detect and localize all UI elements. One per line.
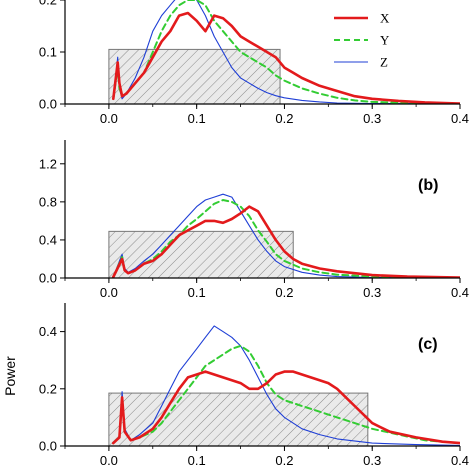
x-tick-label: 0.4 [451, 111, 469, 126]
hatched-band [108, 48, 281, 105]
x-tick-label: 0.1 [188, 285, 206, 300]
series-layer [112, 193, 460, 278]
chart-panel-c: 0.0 0.1 0.2 0.3 0.4 0.0 0.2 0.4 (c) Power [2, 303, 469, 468]
series-line-x [112, 370, 460, 445]
series-line-y [112, 0, 460, 104]
series-line-x [112, 11, 460, 104]
x-tick-label: 0.2 [275, 453, 293, 468]
y-tick-label: 0.4 [39, 232, 57, 247]
axes: 0.0 0.1 0.2 0.3 0.4 0.0 0.1 0.2 [39, 0, 469, 126]
y-tick-label: 0.8 [39, 194, 57, 209]
panel-label: (b) [418, 177, 438, 194]
hatched-band-rect [108, 48, 281, 105]
axes: 0.0 0.1 0.2 0.3 0.4 0.0 0.2 0.4 [39, 303, 469, 468]
panel-label: (c) [418, 336, 438, 353]
y-tick-label: 0.4 [39, 324, 57, 339]
x-tick-label: 0.4 [451, 285, 469, 300]
legend-label-z: Z [380, 55, 388, 70]
chart-panel-a: 0.0 0.1 0.2 0.3 0.4 0.0 0.1 0.2 XYZ [39, 0, 469, 126]
y-tick-label: 0.2 [39, 381, 57, 396]
hatched-band [108, 230, 294, 279]
x-tick-label: 0.3 [363, 285, 381, 300]
hatched-band-rect [108, 230, 294, 279]
axes: 0.0 0.1 0.2 0.3 0.4 0.0 0.4 0.8 1.2 [39, 140, 469, 300]
y-tick-label: 0.0 [39, 271, 57, 286]
y-axis-label: Power [2, 356, 18, 396]
x-tick-label: 0.3 [363, 111, 381, 126]
x-tick-label: 0.3 [363, 453, 381, 468]
series-line-z [112, 325, 460, 446]
series-layer [112, 325, 460, 446]
series-line-x [112, 205, 460, 278]
hatched-band [108, 392, 369, 447]
x-tick-label: 0.1 [188, 453, 206, 468]
y-tick-label: 0.2 [39, 0, 57, 8]
y-tick-label: 0.0 [39, 439, 57, 454]
x-tick-label: 0.1 [188, 111, 206, 126]
legend: XYZ [334, 11, 390, 70]
x-tick-label: 0.2 [275, 111, 293, 126]
x-tick-label: 0.2 [275, 285, 293, 300]
legend-label-y: Y [380, 33, 390, 48]
y-tick-label: 0.1 [39, 45, 57, 60]
series-layer [112, 0, 460, 104]
x-tick-label: 0.0 [100, 453, 118, 468]
legend-label-x: X [380, 11, 390, 26]
x-tick-label: 0.0 [100, 111, 118, 126]
x-tick-label: 0.0 [100, 285, 118, 300]
x-tick-label: 0.4 [451, 453, 469, 468]
chart-panel-b: 0.0 0.1 0.2 0.3 0.4 0.0 0.4 0.8 1.2 (b) [39, 140, 469, 300]
y-tick-label: 0.0 [39, 97, 57, 112]
y-tick-label: 1.2 [39, 156, 57, 171]
series-line-z [112, 0, 460, 104]
hatched-band-rect [108, 392, 369, 447]
series-line-z [112, 193, 460, 278]
